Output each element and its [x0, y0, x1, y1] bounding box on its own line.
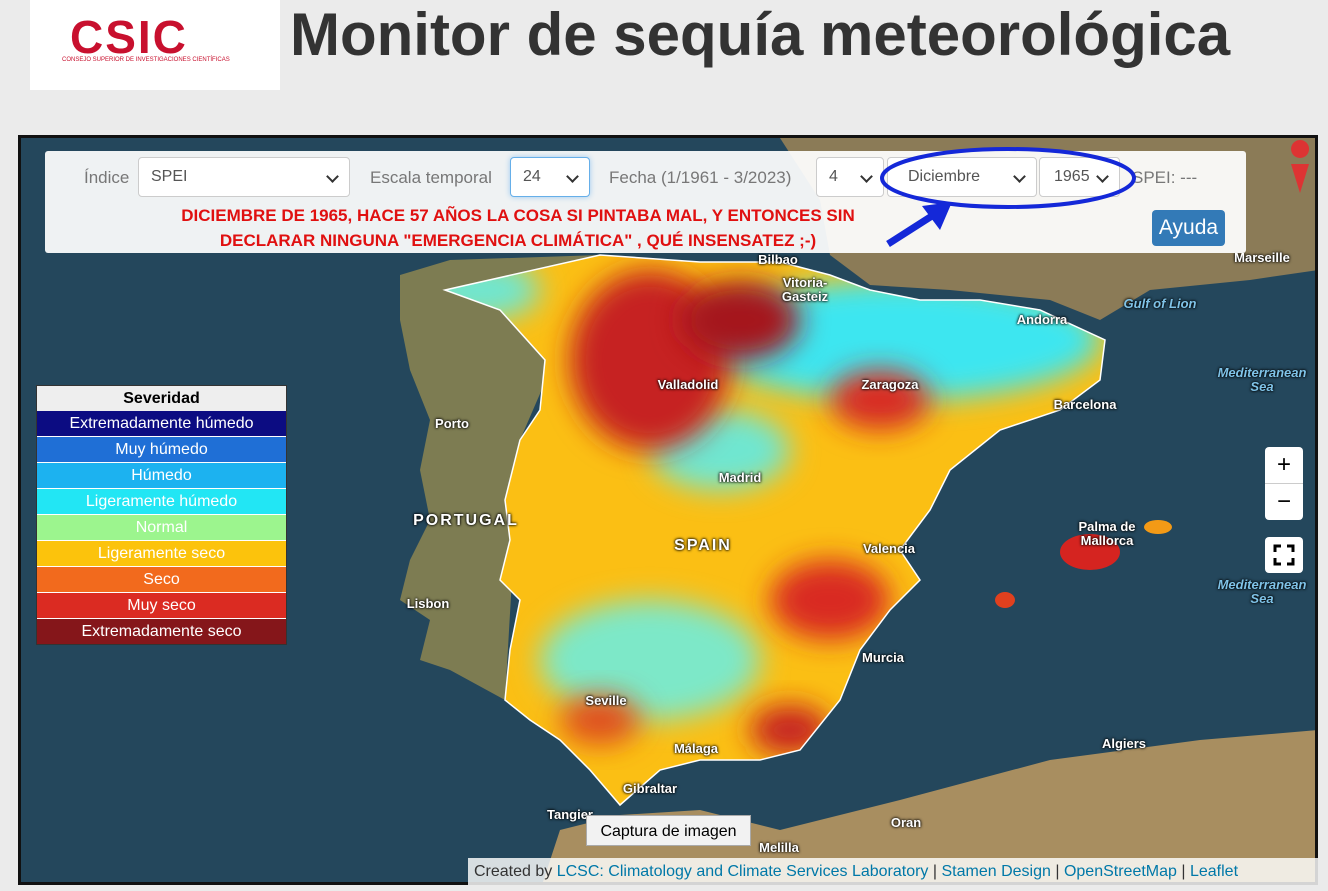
annotation-line: DECLARAR NINGUNA "EMERGENCIA CLIMÁTICA" …: [219, 231, 817, 250]
logo: [30, 0, 280, 90]
map-label: Marseille: [1234, 250, 1290, 265]
map-label: Madrid: [718, 470, 762, 485]
map-label: Porto: [435, 416, 469, 431]
separator: |: [932, 863, 938, 880]
zoom-out[interactable]: −: [1265, 484, 1303, 520]
map-label: PORTUGAL: [413, 512, 519, 529]
map-label: Vitoria-Gasteiz: [781, 275, 829, 304]
legend-item: Ligeramente seco: [37, 541, 286, 567]
map-label: Barcelona: [1053, 397, 1117, 412]
map-label: Valencia: [862, 541, 916, 556]
map-label: Andorra: [1016, 312, 1068, 327]
attribution-link[interactable]: Leaflet: [1189, 863, 1239, 880]
separator: |: [1055, 863, 1060, 880]
map-label: Lisbon: [406, 596, 450, 611]
scale-label: Escala temporal: [370, 168, 492, 187]
zoom-in[interactable]: +: [1265, 447, 1303, 484]
fullscreen-icon: [1273, 544, 1295, 566]
legend-item: Muy húmedo: [37, 437, 286, 463]
map-label: Oran: [890, 815, 922, 830]
annotation-line: DICIEMBRE DE 1965, HACE 57 AÑOS LA COSA …: [181, 206, 855, 225]
map-label: Valladolid: [657, 377, 719, 392]
spain-outline: [442, 254, 1106, 807]
map-label: Mediterranean Sea: [1217, 365, 1307, 394]
ibiza: [995, 592, 1015, 608]
map-label: Tangier: [547, 807, 593, 822]
map-label: Melilla: [759, 840, 799, 855]
legend-item: Normal: [37, 515, 286, 541]
spei-readout: SPEI: ---: [1132, 168, 1198, 187]
legend-item: Muy seco: [37, 593, 286, 619]
map-label: Gulf of Lion: [1123, 296, 1197, 311]
separator: |: [1181, 863, 1186, 880]
index-select[interactable]: SPEI: [138, 157, 350, 197]
day-select[interactable]: 4: [816, 157, 884, 197]
map-label: Málaga: [673, 741, 719, 756]
attribution-link[interactable]: Stamen Design: [941, 863, 1051, 880]
index-label: Índice: [84, 168, 130, 187]
legend: Severidad Extremadamente húmedo Muy húmed…: [36, 385, 287, 645]
attribution-link[interactable]: LCSC: Climatology and Climate Services L…: [556, 863, 929, 880]
attribution-link[interactable]: OpenStreetMap: [1063, 863, 1177, 880]
map-label: Gibraltar: [622, 781, 678, 796]
legend-item: Extremadamente seco: [37, 619, 286, 644]
fullscreen-button[interactable]: [1265, 537, 1303, 573]
legend-title: Severidad: [37, 386, 286, 411]
attribution-prefix: Created by: [474, 863, 553, 880]
map-label: Palma de Mallorca: [1078, 519, 1136, 548]
year-input[interactable]: 1965: [1039, 157, 1120, 197]
map-label: Bilbao: [758, 252, 798, 267]
help-button[interactable]: Ayuda: [1152, 210, 1225, 246]
logo-subtitle: Consejo Superior de Investigaciones Cien…: [62, 57, 230, 63]
legend-item: Seco: [37, 567, 286, 593]
map-label: Zaragoza: [861, 377, 919, 392]
map-pin: [1291, 140, 1310, 193]
map-label: Seville: [585, 693, 627, 708]
date-label: Fecha (1/1961 - 3/2023): [609, 168, 792, 187]
map-label: SPAIN: [674, 537, 732, 554]
legend-item: Ligeramente húmedo: [37, 489, 286, 515]
map-label: Algiers: [1101, 736, 1147, 751]
capture-button[interactable]: Captura de imagen: [586, 815, 751, 846]
mallorca: [1060, 534, 1120, 570]
menorca: [1144, 520, 1172, 534]
map-label: Mediterranean Sea: [1217, 577, 1307, 606]
attribution: Created by LCSC: Climatology and Climate…: [468, 858, 1318, 885]
scale-select[interactable]: 24: [510, 157, 590, 197]
page-title: Monitor de sequía meteorológica: [290, 1, 1231, 68]
legend-item: Extremadamente húmedo: [37, 411, 286, 437]
legend-item: Húmedo: [37, 463, 286, 489]
month-select[interactable]: Diciembre: [887, 157, 1037, 197]
map-label: Murcia: [862, 650, 904, 665]
logo-text: CSIC: [70, 11, 188, 63]
